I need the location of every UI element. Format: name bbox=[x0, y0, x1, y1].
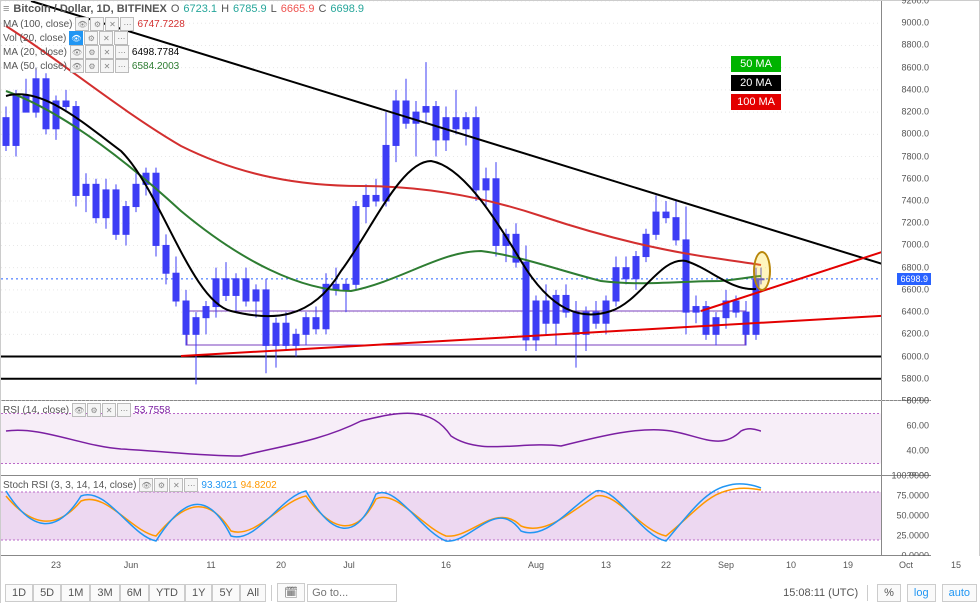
more-icon[interactable] bbox=[114, 31, 128, 45]
eye-icon[interactable] bbox=[70, 45, 84, 59]
gear-icon[interactable] bbox=[84, 31, 98, 45]
gear-icon[interactable] bbox=[85, 59, 99, 73]
gear-icon[interactable] bbox=[87, 403, 101, 417]
symbol-title: Bitcoin / Dollar, 1D, BITFINEX bbox=[13, 3, 166, 15]
close-icon[interactable] bbox=[100, 59, 114, 73]
indicator-ma20-value: 6498.7784 bbox=[132, 47, 179, 58]
rsi-panel[interactable]: RSI (14, close) 53.7558 20.0040.0060.008… bbox=[1, 401, 931, 476]
price-y-axis[interactable]: 6698.9 5600.05800.06000.06200.06400.0660… bbox=[881, 1, 931, 400]
more-icon[interactable] bbox=[184, 478, 198, 492]
close-icon[interactable] bbox=[169, 478, 183, 492]
current-price-label: 6698.9 bbox=[897, 273, 931, 285]
stoch-k-value: 93.3021 bbox=[201, 480, 237, 491]
range-1y[interactable]: 1Y bbox=[185, 584, 212, 602]
x-tick: Aug bbox=[528, 560, 544, 570]
x-tick: 11 bbox=[206, 560, 215, 570]
ohlc-low: 6665.9 bbox=[281, 3, 315, 15]
legend-100ma: 100 MA bbox=[731, 94, 781, 110]
indicator-ma50-value: 6584.2003 bbox=[132, 61, 179, 72]
more-icon[interactable] bbox=[120, 17, 134, 31]
eye-icon[interactable] bbox=[72, 403, 86, 417]
rsi-y-axis[interactable]: 20.0040.0060.0080.00 bbox=[881, 401, 931, 475]
stoch-y-axis[interactable]: 0.000025.000050.000075.0000100.0000 bbox=[881, 476, 931, 555]
bottom-right-status: 15:08:11 (UTC) % log auto bbox=[783, 584, 977, 602]
main-price-chart[interactable]: ≡ Bitcoin / Dollar, 1D, BITFINEX O6723.1… bbox=[1, 1, 931, 401]
indicator-vol-label: Vol (20, close) bbox=[3, 33, 66, 44]
range-6m[interactable]: 6M bbox=[120, 584, 149, 602]
close-icon[interactable] bbox=[100, 45, 114, 59]
more-icon[interactable] bbox=[115, 45, 129, 59]
rsi-value: 53.7558 bbox=[134, 405, 170, 416]
goto-input[interactable] bbox=[307, 584, 397, 602]
x-tick: 16 bbox=[441, 560, 451, 570]
x-tick: Jul bbox=[343, 560, 355, 570]
stoch-d-value: 94.8202 bbox=[241, 480, 277, 491]
x-axis: 23 Jun 11 20 Jul 16 Aug 13 22 Sep 10 19 Oct 15 1D5D1M… bbox=[1, 556, 980, 604]
indicator-ma100-value: 6747.7228 bbox=[137, 19, 184, 30]
legend-20ma: 20 MA bbox=[731, 75, 781, 91]
gear-icon[interactable] bbox=[154, 478, 168, 492]
x-tick: 15 bbox=[951, 560, 961, 570]
range-1d[interactable]: 1D bbox=[5, 584, 33, 602]
x-tick: Jun bbox=[124, 560, 139, 570]
gear-icon[interactable] bbox=[90, 17, 104, 31]
indicator-ma50-label: MA (50, close) bbox=[3, 61, 67, 72]
ohlc-high: 6785.9 bbox=[233, 3, 267, 15]
range-all[interactable]: All bbox=[240, 584, 266, 602]
indicator-vol-row: Vol (20, close) bbox=[3, 31, 128, 45]
x-tick: 19 bbox=[843, 560, 853, 570]
percent-toggle[interactable]: % bbox=[877, 584, 901, 602]
range-5d[interactable]: 5D bbox=[33, 584, 61, 602]
range-1m[interactable]: 1M bbox=[61, 584, 90, 602]
stoch-header: Stoch RSI (3, 3, 14, 14, close) 93.3021 … bbox=[3, 478, 277, 492]
eye-icon[interactable] bbox=[139, 478, 153, 492]
x-tick: Oct bbox=[899, 560, 913, 570]
eye-icon[interactable] bbox=[69, 31, 83, 45]
close-icon[interactable] bbox=[99, 31, 113, 45]
legend-50ma: 50 MA bbox=[731, 56, 781, 72]
range-5y[interactable]: 5Y bbox=[212, 584, 239, 602]
indicator-ma100-label: MA (100, close) bbox=[3, 19, 72, 30]
eye-icon[interactable] bbox=[75, 17, 89, 31]
rsi-label: RSI (14, close) bbox=[3, 405, 69, 416]
more-icon[interactable] bbox=[117, 403, 131, 417]
close-icon[interactable] bbox=[105, 17, 119, 31]
range-3m[interactable]: 3M bbox=[90, 584, 119, 602]
indicator-ma100-row: MA (100, close) 6747.7228 bbox=[3, 17, 185, 31]
x-tick: 13 bbox=[601, 560, 611, 570]
ohlc-open: 6723.1 bbox=[183, 3, 217, 15]
highlight-ellipse bbox=[753, 251, 771, 291]
gear-icon[interactable] bbox=[85, 45, 99, 59]
ma-legend: 50 MA 20 MA 100 MA bbox=[731, 56, 781, 113]
x-tick: 22 bbox=[661, 560, 671, 570]
x-tick: 10 bbox=[786, 560, 796, 570]
close-icon[interactable] bbox=[102, 403, 116, 417]
x-tick: Sep bbox=[718, 560, 734, 570]
rsi-header: RSI (14, close) 53.7558 bbox=[3, 403, 170, 417]
more-icon[interactable] bbox=[115, 59, 129, 73]
ohlc-close: 6698.9 bbox=[330, 3, 364, 15]
x-tick: 23 bbox=[51, 560, 61, 570]
x-tick: 20 bbox=[276, 560, 286, 570]
stoch-rsi-panel[interactable]: Stoch RSI (3, 3, 14, 14, close) 93.3021 … bbox=[1, 476, 931, 556]
indicator-ma20-label: MA (20, close) bbox=[3, 47, 67, 58]
indicator-ma50-row: MA (50, close) 6584.2003 bbox=[3, 59, 179, 73]
eye-icon[interactable] bbox=[70, 59, 84, 73]
clock: 15:08:11 (UTC) bbox=[783, 587, 858, 599]
auto-toggle[interactable]: auto bbox=[942, 584, 977, 602]
calendar-icon[interactable]: 🗓 bbox=[277, 583, 305, 602]
range-ytd[interactable]: YTD bbox=[149, 584, 185, 602]
indicator-ma20-row: MA (20, close) 6498.7784 bbox=[3, 45, 179, 59]
log-toggle[interactable]: log bbox=[907, 584, 936, 602]
chart-header: ≡ Bitcoin / Dollar, 1D, BITFINEX O6723.1… bbox=[3, 3, 364, 15]
stoch-label: Stoch RSI (3, 3, 14, 14, close) bbox=[3, 480, 136, 491]
